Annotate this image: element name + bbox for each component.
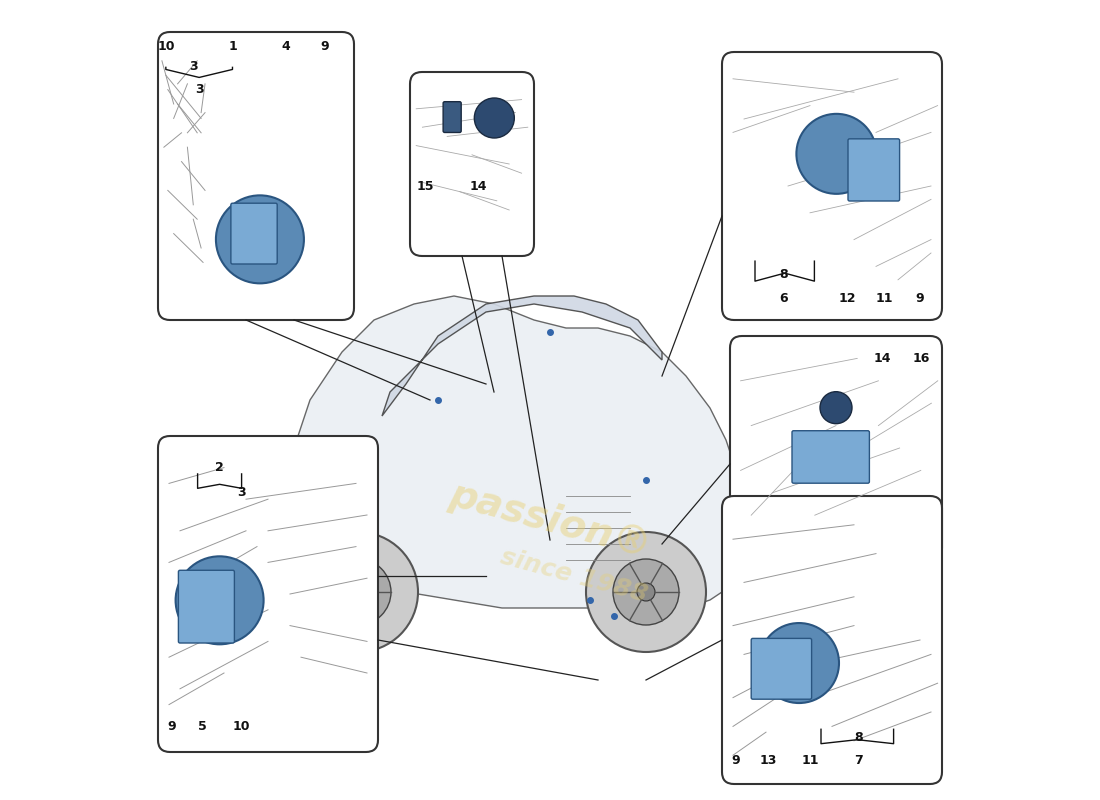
FancyBboxPatch shape (178, 570, 234, 643)
Text: 9: 9 (730, 754, 739, 767)
Text: 4: 4 (280, 40, 289, 53)
Text: 9: 9 (915, 292, 924, 305)
Circle shape (796, 114, 877, 194)
Circle shape (759, 623, 839, 703)
Text: 8: 8 (779, 268, 788, 281)
Text: 5: 5 (198, 720, 207, 734)
Circle shape (637, 583, 654, 601)
FancyBboxPatch shape (848, 139, 900, 201)
Text: 14: 14 (470, 179, 487, 193)
Text: 10: 10 (157, 40, 175, 53)
Circle shape (216, 195, 304, 283)
Text: 9: 9 (167, 720, 176, 734)
Text: 6: 6 (779, 292, 788, 305)
Text: 14: 14 (873, 352, 891, 365)
Text: 16: 16 (912, 352, 930, 365)
Text: 9: 9 (320, 40, 329, 53)
Circle shape (586, 532, 706, 652)
FancyBboxPatch shape (730, 336, 942, 560)
Text: 10: 10 (233, 720, 251, 734)
Text: 13: 13 (759, 754, 777, 767)
Circle shape (613, 559, 679, 625)
Circle shape (474, 98, 515, 138)
Text: 1: 1 (228, 40, 236, 53)
Circle shape (349, 583, 367, 601)
FancyBboxPatch shape (158, 436, 378, 752)
FancyBboxPatch shape (158, 32, 354, 320)
Text: 8: 8 (854, 731, 862, 745)
Circle shape (298, 532, 418, 652)
Text: 11: 11 (876, 292, 893, 305)
Text: 3: 3 (195, 83, 204, 96)
Text: passion®: passion® (446, 475, 654, 565)
Text: 3: 3 (238, 486, 246, 499)
Circle shape (324, 559, 390, 625)
Circle shape (820, 392, 852, 424)
Text: 7: 7 (854, 754, 862, 767)
Text: 15: 15 (416, 179, 433, 193)
Text: 2: 2 (216, 461, 224, 474)
FancyBboxPatch shape (792, 430, 869, 483)
Text: 12: 12 (838, 292, 856, 305)
Circle shape (176, 556, 264, 644)
Text: since 1988: since 1988 (498, 545, 650, 607)
Polygon shape (382, 296, 662, 416)
FancyBboxPatch shape (722, 52, 942, 320)
Text: 11: 11 (801, 754, 818, 767)
Polygon shape (270, 296, 742, 608)
FancyBboxPatch shape (751, 638, 812, 699)
Text: 3: 3 (189, 60, 198, 73)
FancyBboxPatch shape (410, 72, 534, 256)
FancyBboxPatch shape (443, 102, 461, 133)
FancyBboxPatch shape (231, 203, 277, 264)
FancyBboxPatch shape (722, 496, 942, 784)
